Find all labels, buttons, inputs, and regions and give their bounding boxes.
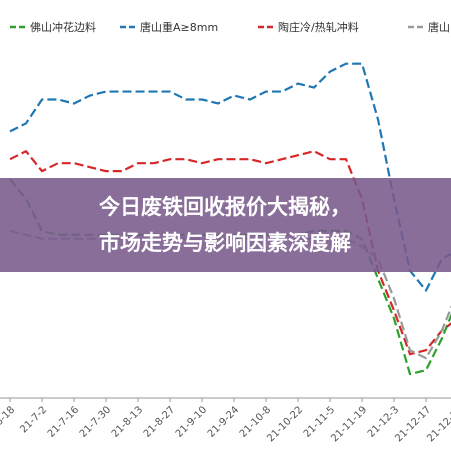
- x-tick-label: 21-7-2: [18, 404, 49, 435]
- x-tick-label: 21-7-30: [78, 404, 113, 439]
- x-tick-label: 21-7-16: [46, 404, 81, 439]
- banner-title-line: 市场走势与影响因素深度解: [99, 231, 351, 255]
- series-line: [9, 150, 451, 356]
- legend-label: 唐山: [428, 20, 450, 34]
- x-tick-label: 21-9-24: [206, 404, 241, 439]
- series-line: [9, 62, 451, 292]
- title-banner: 今日废铁回收报价大揭秘， 市场走势与影响因素深度解: [0, 178, 451, 272]
- x-tick-label: 21-6-18: [0, 404, 17, 439]
- banner-title-line: 今日废铁回收报价大揭秘，: [99, 195, 351, 219]
- legend-label: 唐山重A≥8mm: [140, 20, 218, 34]
- banner-background: [0, 178, 451, 272]
- legend-label: 陶庄冷/热轧冲料: [278, 20, 359, 34]
- x-tick-label: 21-9-10: [174, 404, 209, 439]
- x-tick-label: 21-8-13: [110, 404, 145, 439]
- x-tick-label: 21-8-27: [142, 404, 177, 439]
- legend-label: 佛山冲花边料: [30, 20, 96, 34]
